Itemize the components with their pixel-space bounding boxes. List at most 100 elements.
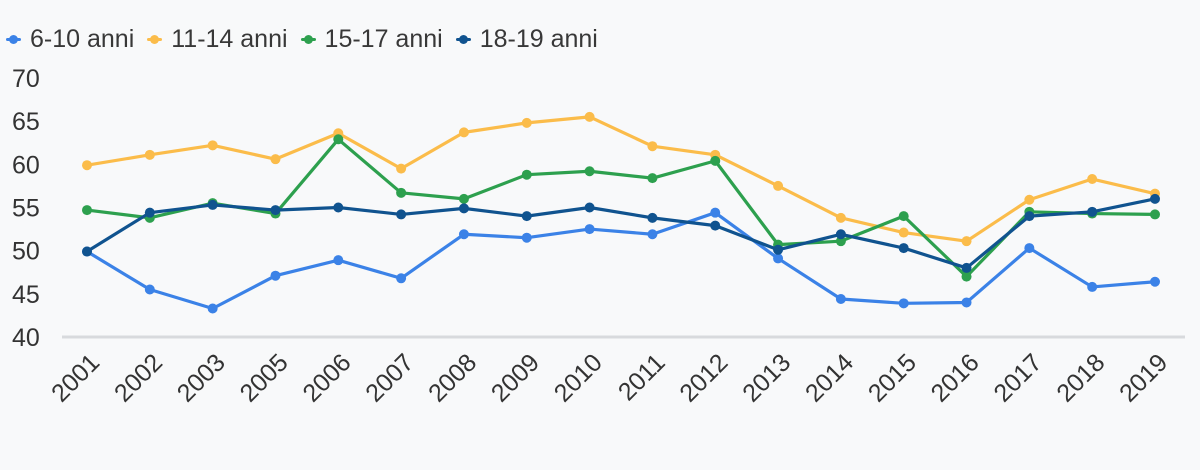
data-point[interactable] xyxy=(898,298,909,309)
x-tick-label: 2007 xyxy=(360,348,419,407)
data-point[interactable] xyxy=(710,220,721,231)
data-point[interactable] xyxy=(207,199,218,210)
y-tick-label: 45 xyxy=(12,281,40,309)
data-point[interactable] xyxy=(773,244,784,255)
data-point[interactable] xyxy=(82,160,92,171)
y-tick-label: 65 xyxy=(12,108,40,136)
data-point[interactable] xyxy=(458,127,469,138)
data-point[interactable] xyxy=(898,243,909,254)
y-tick-label: 50 xyxy=(12,238,40,266)
data-point[interactable] xyxy=(458,229,469,240)
data-point[interactable] xyxy=(144,207,155,218)
data-point[interactable] xyxy=(521,211,532,222)
data-point[interactable] xyxy=(333,134,344,145)
x-tick-label: 2015 xyxy=(863,348,922,407)
data-point[interactable] xyxy=(1024,243,1035,254)
y-tick-label: 40 xyxy=(12,324,40,352)
data-point[interactable] xyxy=(1024,194,1035,205)
data-point[interactable] xyxy=(584,202,595,213)
data-point[interactable] xyxy=(521,169,532,180)
legend-item-15-17-anni[interactable]: 15-17 anni xyxy=(300,25,443,53)
data-point[interactable] xyxy=(396,163,407,174)
data-point[interactable] xyxy=(835,229,846,240)
data-point[interactable] xyxy=(1150,193,1160,204)
data-point[interactable] xyxy=(396,187,407,198)
x-tick-label: 2014 xyxy=(800,348,859,407)
data-point[interactable] xyxy=(898,227,909,238)
x-tick-label: 2001 xyxy=(46,348,105,407)
data-point[interactable] xyxy=(270,205,281,216)
data-point[interactable] xyxy=(710,207,721,218)
data-point[interactable] xyxy=(207,140,218,151)
legend-marker-icon xyxy=(147,35,163,45)
data-point[interactable] xyxy=(647,229,658,240)
x-tick-label: 2010 xyxy=(549,348,608,407)
series-line xyxy=(85,211,1157,311)
data-point[interactable] xyxy=(396,209,407,220)
legend-item-6-10-anni[interactable]: 6-10 anni xyxy=(6,27,134,52)
legend-marker-icon xyxy=(455,35,471,45)
data-point[interactable] xyxy=(521,232,532,243)
data-point[interactable] xyxy=(835,294,846,305)
x-tick-label: 2018 xyxy=(1051,348,1110,407)
legend-label: 6-10 anni xyxy=(30,25,135,53)
data-point[interactable] xyxy=(584,111,595,122)
data-point[interactable] xyxy=(270,270,281,281)
data-point[interactable] xyxy=(584,166,595,177)
legend-label: 15-17 anni xyxy=(324,25,443,53)
series-line xyxy=(85,197,1157,270)
chart-legend: 6-10 anni 11-14 anni 15-17 anni 18-19 an… xyxy=(6,27,598,52)
x-tick-label: 2011 xyxy=(613,348,671,406)
data-point[interactable] xyxy=(835,236,846,247)
data-point[interactable] xyxy=(1150,276,1160,287)
data-point[interactable] xyxy=(396,273,407,284)
x-tick-label: 2006 xyxy=(297,348,356,407)
data-point[interactable] xyxy=(647,212,658,223)
data-point[interactable] xyxy=(333,202,344,213)
data-point[interactable] xyxy=(1087,281,1098,292)
legend-marker-icon xyxy=(6,35,21,45)
data-point[interactable] xyxy=(961,297,972,308)
data-point[interactable] xyxy=(773,253,784,264)
x-tick-label: 2012 xyxy=(674,348,733,407)
data-point[interactable] xyxy=(647,173,658,184)
data-point[interactable] xyxy=(458,193,469,204)
x-tick-label: 2003 xyxy=(172,348,231,407)
data-point[interactable] xyxy=(898,211,909,222)
data-point[interactable] xyxy=(144,149,155,160)
series-line xyxy=(85,115,1157,243)
data-point[interactable] xyxy=(458,203,469,214)
x-tick-label: 2002 xyxy=(109,348,168,407)
legend-item-18-19-anni[interactable]: 18-19 anni xyxy=(455,25,598,53)
data-point[interactable] xyxy=(710,155,721,166)
data-point[interactable] xyxy=(961,262,972,273)
y-tick-label: 70 xyxy=(12,65,40,93)
legend-label: 18-19 anni xyxy=(479,25,598,53)
series-line xyxy=(85,137,1157,279)
data-point[interactable] xyxy=(1087,206,1098,217)
data-point[interactable] xyxy=(82,205,92,216)
data-point[interactable] xyxy=(270,154,281,165)
data-point[interactable] xyxy=(521,117,532,128)
data-point[interactable] xyxy=(961,271,972,282)
data-point[interactable] xyxy=(961,236,972,247)
x-tick-label: 2017 xyxy=(988,348,1047,407)
legend-item-11-14-anni[interactable]: 11-14 anni xyxy=(147,27,288,52)
data-point[interactable] xyxy=(647,141,658,152)
data-point[interactable] xyxy=(82,246,92,257)
y-tick-label: 55 xyxy=(12,195,40,223)
y-tick-label: 60 xyxy=(12,151,40,179)
data-point[interactable] xyxy=(773,180,784,191)
data-point[interactable] xyxy=(1024,211,1035,222)
data-point[interactable] xyxy=(1087,174,1098,185)
x-tick-label: 2013 xyxy=(737,348,796,407)
x-tick-label: 2005 xyxy=(235,348,294,407)
data-point[interactable] xyxy=(207,303,218,314)
data-point[interactable] xyxy=(1150,209,1160,220)
data-point[interactable] xyxy=(584,224,595,235)
data-point[interactable] xyxy=(835,212,846,223)
data-point[interactable] xyxy=(144,284,155,295)
data-point[interactable] xyxy=(333,255,344,266)
